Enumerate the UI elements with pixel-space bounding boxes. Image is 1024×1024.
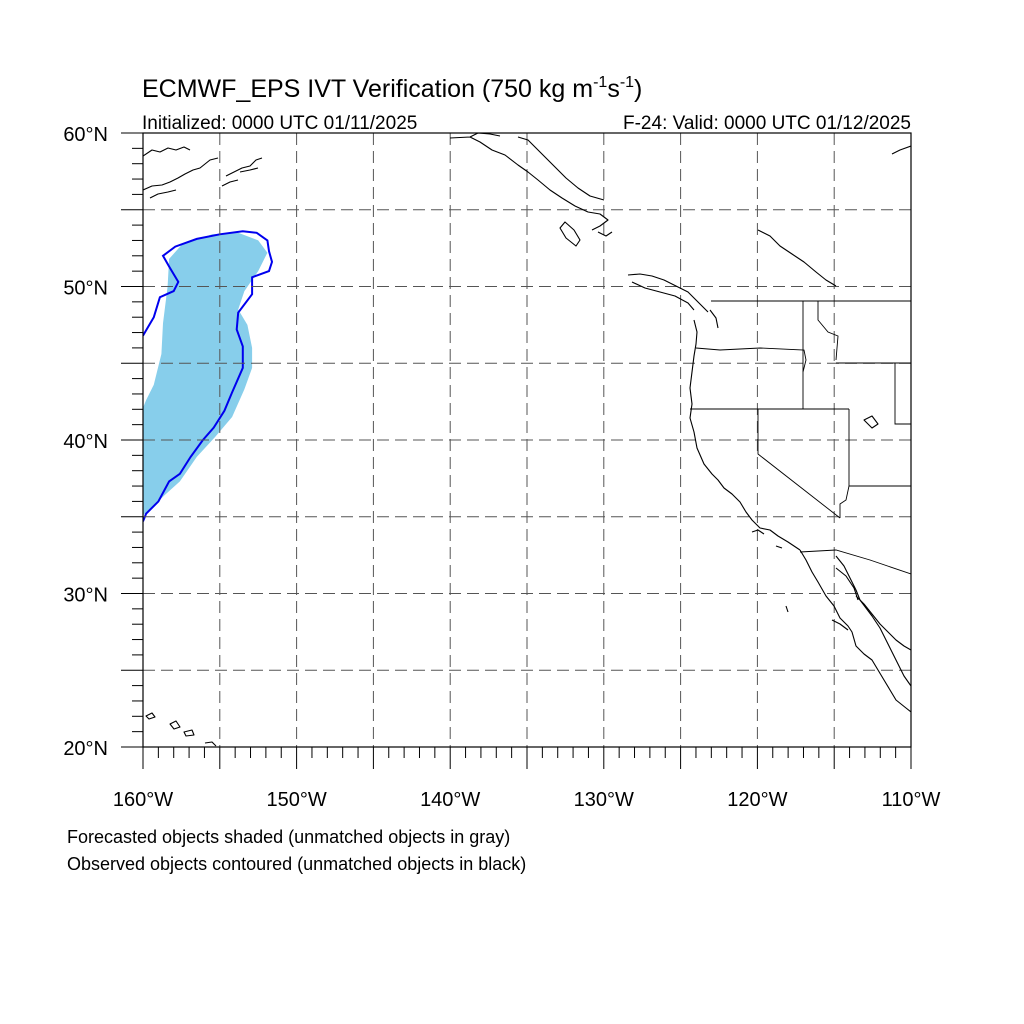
axis-ticks [121, 132, 912, 769]
latitude-label: 40°N [63, 431, 108, 453]
observed-ivt-contour [143, 230, 274, 522]
valid-time: F-24: Valid: 0000 UTC 01/12/2025 [623, 113, 911, 134]
forecast-ivt-object [143, 232, 268, 516]
longitude-label: 160°W [113, 789, 173, 811]
footnote-forecast: Forecasted objects shaded (unmatched obj… [67, 827, 510, 847]
latitude-label: 60°N [63, 124, 108, 146]
latitude-label: 30°N [63, 585, 108, 607]
longitude-label: 140°W [420, 789, 480, 811]
graticule [143, 133, 911, 747]
longitude-label: 120°W [727, 789, 787, 811]
initialized-time: Initialized: 0000 UTC 01/11/2025 [142, 113, 417, 134]
longitude-label: 130°W [574, 789, 634, 811]
footnote-observed: Observed objects contoured (unmatched ob… [67, 854, 526, 874]
coastlines [143, 133, 911, 747]
longitude-label: 110°W [882, 789, 941, 811]
latitude-labels: 60°N 50°N 40°N 30°N 20°N [63, 124, 108, 760]
longitude-label: 150°W [266, 789, 326, 811]
longitude-labels: 160°W 150°W 140°W 130°W 120°W 110°W [113, 789, 941, 811]
political-borders [690, 300, 911, 575]
latitude-label: 50°N [63, 278, 108, 300]
latitude-label: 20°N [63, 738, 108, 760]
figure-title: ECMWF_EPS IVT Verification (750 kg m-1s-… [142, 74, 642, 103]
